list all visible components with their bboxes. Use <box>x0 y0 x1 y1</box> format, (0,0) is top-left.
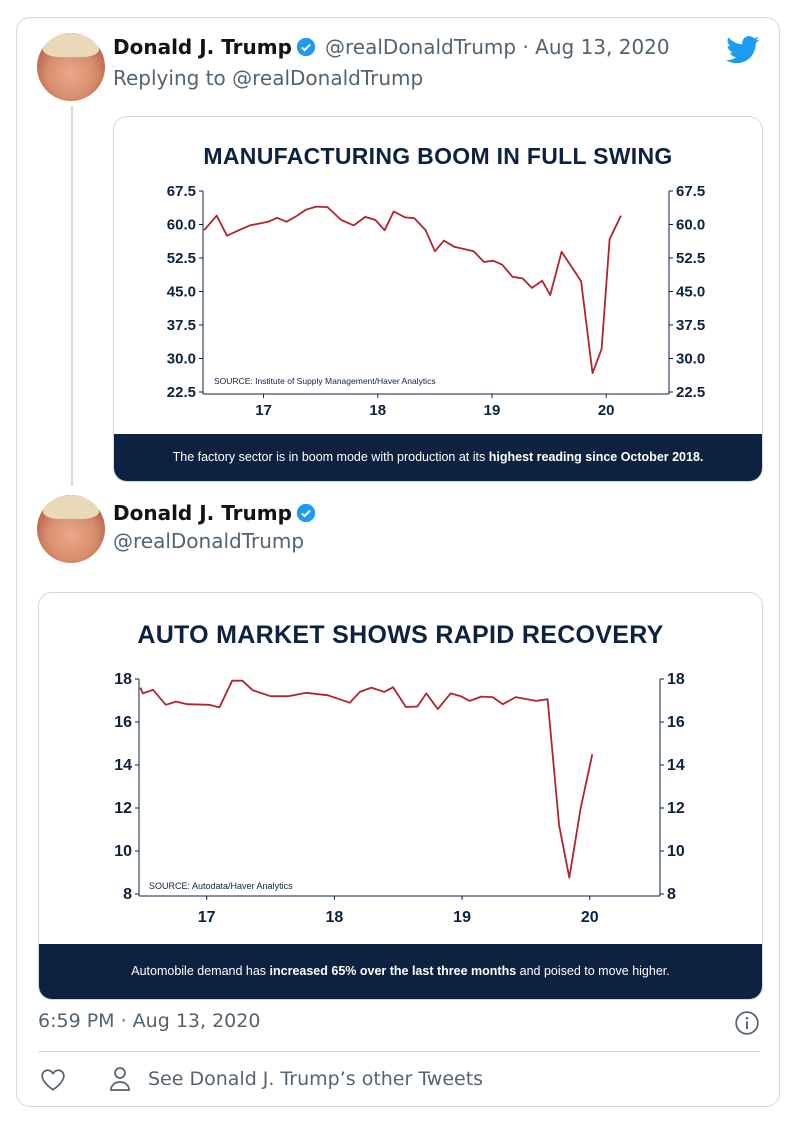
y-tick-label-left: 12 <box>114 800 132 817</box>
chart-image-auto-market[interactable]: AUTO MARKET SHOWS RAPID RECOVERY 18 18 16 1… <box>38 592 763 1000</box>
y-tick-label-left: 16 <box>114 714 132 731</box>
y-tick-label-right: 18 <box>667 671 685 688</box>
chart-title: AUTO MARKET SHOWS RAPID RECOVERY <box>137 621 664 649</box>
y-tick-label-left: 67.5 <box>167 183 196 200</box>
verified-badge-icon <box>296 37 316 57</box>
author-handle[interactable]: @realDonaldTrump <box>113 529 305 553</box>
chart-caption-banner: Automobile demand has increased 65% over… <box>39 944 762 999</box>
y-tick-label-right: 67.5 <box>676 183 705 200</box>
y-tick-label-left: 60.0 <box>167 217 196 234</box>
info-icon[interactable] <box>734 1010 760 1036</box>
replying-prefix: Replying to <box>113 66 233 90</box>
chart-source-note: SOURCE: Autodata/Haver Analytics <box>149 881 293 891</box>
y-tick-label-right: 8 <box>667 886 676 903</box>
x-tick-label: 20 <box>581 909 599 926</box>
x-tick-label: 17 <box>255 402 272 419</box>
caption-text: Automobile demand has <box>131 964 270 978</box>
x-tick-label: 18 <box>369 402 386 419</box>
y-tick-label-left: 8 <box>123 886 132 903</box>
caption-bold-text: highest reading since October 2018. <box>488 450 704 464</box>
avatar[interactable] <box>37 33 105 101</box>
y-tick-label-left: 37.5 <box>167 317 196 334</box>
tweet-timestamp[interactable]: 6:59 PM · Aug 13, 2020 <box>38 1010 261 1032</box>
chart-image-manufacturing[interactable]: MANUFACTURING BOOM IN FULL SWING 67.5 67.… <box>113 116 763 482</box>
person-icon <box>110 1067 130 1091</box>
y-tick-label-right: 10 <box>667 843 685 860</box>
y-tick-label-left: 18 <box>114 671 132 688</box>
caption-bold-text: increased 65% over the last three months <box>269 964 517 978</box>
author-name[interactable]: Donald J. Trump <box>113 35 292 59</box>
author-name[interactable]: Donald J. Trump <box>113 501 292 525</box>
heart-icon[interactable] <box>40 1068 66 1092</box>
x-tick-label: 18 <box>325 909 343 926</box>
y-tick-label-right: 60.0 <box>676 217 705 234</box>
y-tick-label-right: 30.0 <box>676 351 705 368</box>
chart-source-note: SOURCE: Institute of Supply Management/H… <box>214 376 436 386</box>
divider <box>38 1051 760 1052</box>
y-tick-label-left: 22.5 <box>167 384 196 401</box>
x-tick-label: 17 <box>198 909 216 926</box>
handle-and-date[interactable]: @realDonaldTrump · Aug 13, 2020 <box>325 35 670 59</box>
y-tick-label-right: 12 <box>667 800 685 817</box>
chart-title: MANUFACTURING BOOM IN FULL SWING <box>203 143 673 169</box>
replying-to: Replying to @realDonaldTrump <box>113 66 423 90</box>
y-tick-label-left: 14 <box>114 757 132 774</box>
caption-text: The factory sector is in boom mode with … <box>172 450 489 464</box>
y-tick-label-right: 52.5 <box>676 250 705 267</box>
replying-handle-link[interactable]: @realDonaldTrump <box>232 66 424 90</box>
twitter-bird-icon[interactable] <box>726 36 760 64</box>
tweet2-header: Donald J. Trump <box>113 501 316 525</box>
y-tick-label-right: 45.0 <box>676 284 705 301</box>
data-series-line <box>139 679 594 879</box>
chart-caption-banner: The factory sector is in boom mode with … <box>114 434 762 481</box>
thread-connector-line <box>71 106 73 486</box>
see-other-tweets-label: See Donald J. Trump’s other Tweets <box>148 1068 484 1090</box>
verified-badge-icon <box>296 503 316 523</box>
chart-plot: 67.5 67.5 60.0 60.0 52.5 52.5 45.0 45.0 37.5 37.5… <box>167 183 705 419</box>
y-tick-label-right: 37.5 <box>676 317 705 334</box>
y-tick-label-left: 30.0 <box>167 351 196 368</box>
x-tick-label: 19 <box>453 909 471 926</box>
caption-text-end: and poised to move higher. <box>516 964 670 978</box>
chart-plot: 18 18 16 16 14 14 12 12 10 10 8 8 17 18 19 20 SOURCE: Au… <box>114 671 685 926</box>
y-tick-label-right: 14 <box>667 757 685 774</box>
avatar[interactable] <box>37 495 105 563</box>
see-other-tweets-link[interactable]: See Donald J. Trump’s other Tweets <box>108 1066 483 1092</box>
y-tick-label-left: 52.5 <box>167 250 196 267</box>
y-tick-label-left: 45.0 <box>167 284 196 301</box>
y-tick-label-left: 10 <box>114 843 132 860</box>
tweet-embed-card <box>16 17 780 1107</box>
x-tick-label: 20 <box>598 402 615 419</box>
x-tick-label: 19 <box>484 402 501 419</box>
y-tick-label-right: 16 <box>667 714 685 731</box>
y-tick-label-right: 22.5 <box>676 384 705 401</box>
data-series-line <box>203 205 622 375</box>
tweet1-header: Donald J. Trump @realDonaldTrump · Aug 1… <box>113 35 670 59</box>
